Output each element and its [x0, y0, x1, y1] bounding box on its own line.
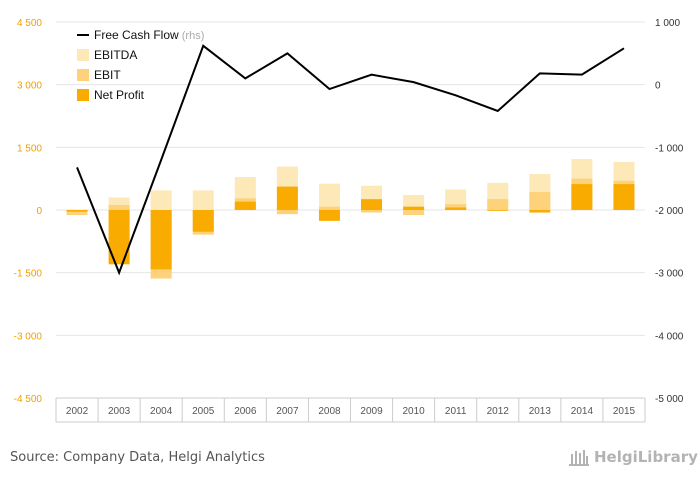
right-axis: 1 000 0 -1 000 -2 000 -3 000 -4 000 -5 000: [655, 18, 684, 405]
bar-net-profit: [234, 201, 256, 210]
bar-net-profit: [150, 210, 172, 270]
left-tick-label: -4 500: [14, 394, 43, 405]
x-tick-label: 2004: [150, 406, 173, 417]
x-tick-label: 2008: [318, 406, 341, 417]
left-tick-label: -1 500: [14, 269, 43, 280]
gridlines: [56, 21, 645, 399]
legend[interactable]: Free Cash Flow (rhs) EBITDA EBIT Net Profit: [77, 28, 204, 102]
bar-net-profit: [108, 210, 130, 265]
bar-ebit: [66, 210, 88, 216]
x-axis: 2002 2003 2004 2005 2006 2007 2008 2009 2010 2011…: [55, 397, 646, 423]
free-cash-flow-series: [76, 44, 625, 276]
bar-net-profit: [192, 210, 214, 232]
x-tick-label: 2002: [66, 406, 89, 417]
left-axis: 4 500 3 000 1 500 0 -1 500 -3 000 -4 500: [14, 18, 43, 405]
left-tick-label: 4 500: [17, 18, 42, 29]
legend-rhs-note: (rhs): [179, 30, 205, 42]
right-tick-label: -5 000: [655, 394, 684, 405]
left-tick-label: 1 500: [17, 143, 42, 154]
right-tick-label: -3 000: [655, 269, 684, 280]
bar-ebit: [445, 204, 467, 210]
bar-net-profit: [403, 206, 425, 210]
x-tick-label: 2007: [276, 406, 299, 417]
bar-ebit: [108, 204, 130, 210]
left-tick-label: 0: [36, 206, 42, 217]
bars: [66, 159, 635, 279]
right-tick-label: -1 000: [655, 143, 684, 154]
x-tick-label: 2015: [613, 406, 636, 417]
left-tick-label: -3 000: [14, 331, 43, 342]
x-tick-label: 2003: [108, 406, 131, 417]
bar-net-profit: [276, 186, 298, 210]
bar-ebitda: [150, 190, 172, 210]
legend-item-net-profit-swatch: [77, 89, 89, 101]
bar-net-profit: [318, 210, 340, 221]
bar-net-profit: [361, 199, 383, 210]
legend-item-ebit-swatch: [77, 69, 89, 81]
right-tick-label: 1 000: [655, 18, 680, 29]
bar-ebitda: [318, 183, 340, 210]
x-tick-label: 2006: [234, 406, 257, 417]
bar-net-profit: [529, 210, 551, 213]
source-note: Source: Company Data, Helgi Analytics: [10, 450, 265, 465]
bar-ebitda: [403, 194, 425, 210]
legend-item-net-profit-label: Net Profit: [94, 88, 145, 102]
x-tick-label: 2014: [571, 406, 594, 417]
bar-ebitda: [192, 190, 214, 210]
bar-net-profit: [66, 210, 88, 212]
x-tick-label: 2012: [487, 406, 510, 417]
right-tick-label: 0: [655, 81, 661, 92]
x-tick-label: 2005: [192, 406, 215, 417]
brand-logo[interactable]: HelgiLibrary: [568, 447, 698, 467]
right-tick-label: -4 000: [655, 331, 684, 342]
bar-ebit: [361, 210, 383, 213]
bar-net-profit: [571, 184, 593, 210]
x-tick-label: 2013: [529, 406, 552, 417]
x-tick-label: 2009: [360, 406, 383, 417]
line-free-cash-flow: [76, 44, 625, 276]
legend-item-ebit-label: EBIT: [94, 68, 121, 82]
bar-net-profit: [613, 184, 635, 210]
legend-item-ebitda-label: EBITDA: [94, 48, 137, 62]
building-icon: [569, 450, 589, 466]
x-tick-label: 2011: [445, 406, 467, 417]
bar-ebit: [318, 206, 340, 210]
bar-ebit: [276, 210, 298, 215]
left-tick-label: 3 000: [17, 81, 42, 92]
bar-ebit: [487, 199, 509, 210]
brand-name: HelgiLibrary: [594, 448, 698, 466]
bar-net-profit: [487, 210, 509, 211]
bar-ebit: [403, 210, 425, 216]
legend-item-ebitda-swatch: [77, 49, 89, 61]
right-tick-label: -2 000: [655, 206, 684, 217]
bar-ebit: [529, 192, 551, 210]
x-tick-label: 2010: [402, 406, 425, 417]
bar-net-profit: [445, 207, 467, 210]
legend-item-free-cash-flow-label: Free Cash Flow (rhs): [94, 28, 204, 42]
